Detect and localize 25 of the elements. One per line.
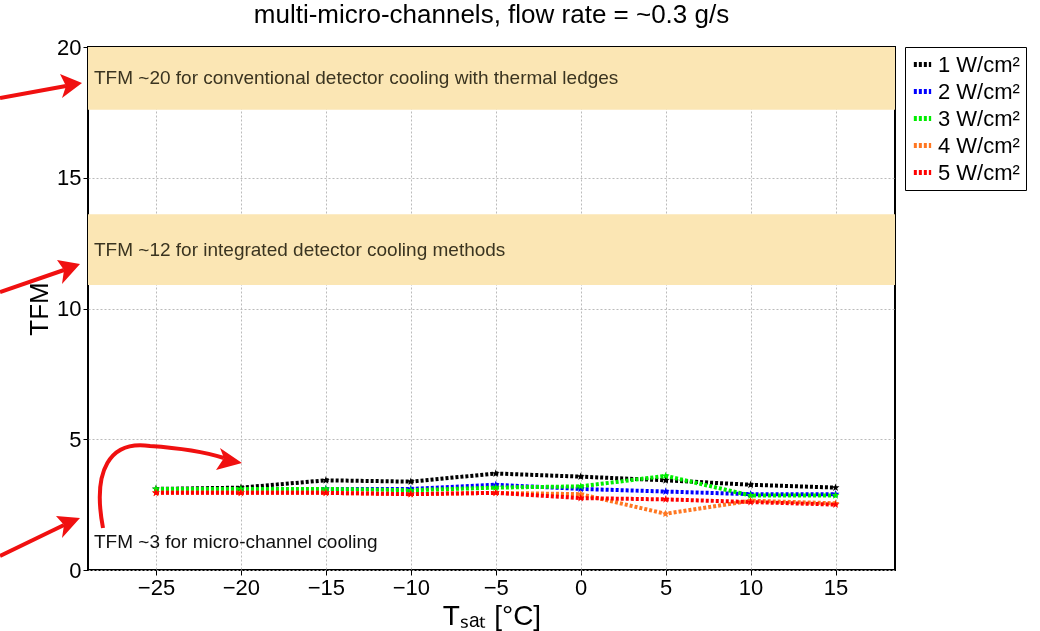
legend-label: 1 W/cm² (938, 51, 1020, 77)
y-tick-label: 10 (57, 296, 82, 321)
legend-label: 4 W/cm² (938, 132, 1020, 158)
x-tick-label: −20 (222, 574, 261, 600)
annotation: TFM ~3 for micro-channel cooling (94, 531, 378, 552)
x-axis-title: Tₛₐₜ [°C] (442, 599, 542, 631)
y-tick-label: 15 (57, 165, 82, 191)
legend-label: 5 W/cm² (938, 159, 1020, 185)
x-tick-label: 0 (575, 574, 588, 600)
chart-title: multi-micro-channels, flow rate = ~0.3 g/s (253, 0, 730, 29)
x-tick-label: −15 (307, 574, 346, 600)
band-label: TFM ~12 for integrated detector cooling methods (94, 238, 506, 260)
legend-label: 2 W/cm² (938, 78, 1020, 104)
x-tick-label: −10 (392, 574, 430, 600)
legend-label: 3 W/cm² (938, 105, 1020, 131)
x-tick-label: −5 (483, 574, 509, 600)
y-tick-label: 5 (69, 426, 82, 452)
x-tick-label: 10 (738, 574, 764, 600)
y-tick-label: 20 (57, 34, 82, 60)
x-tick-label: −25 (137, 574, 176, 600)
y-tick-label: 0 (69, 557, 82, 583)
y-axis-title: TFM (24, 282, 55, 336)
x-tick-label: 5 (660, 574, 673, 600)
x-tick-label: 15 (823, 574, 849, 600)
band-label: TFM ~20 for conventional detector cooling with thermal ledges (94, 67, 619, 89)
